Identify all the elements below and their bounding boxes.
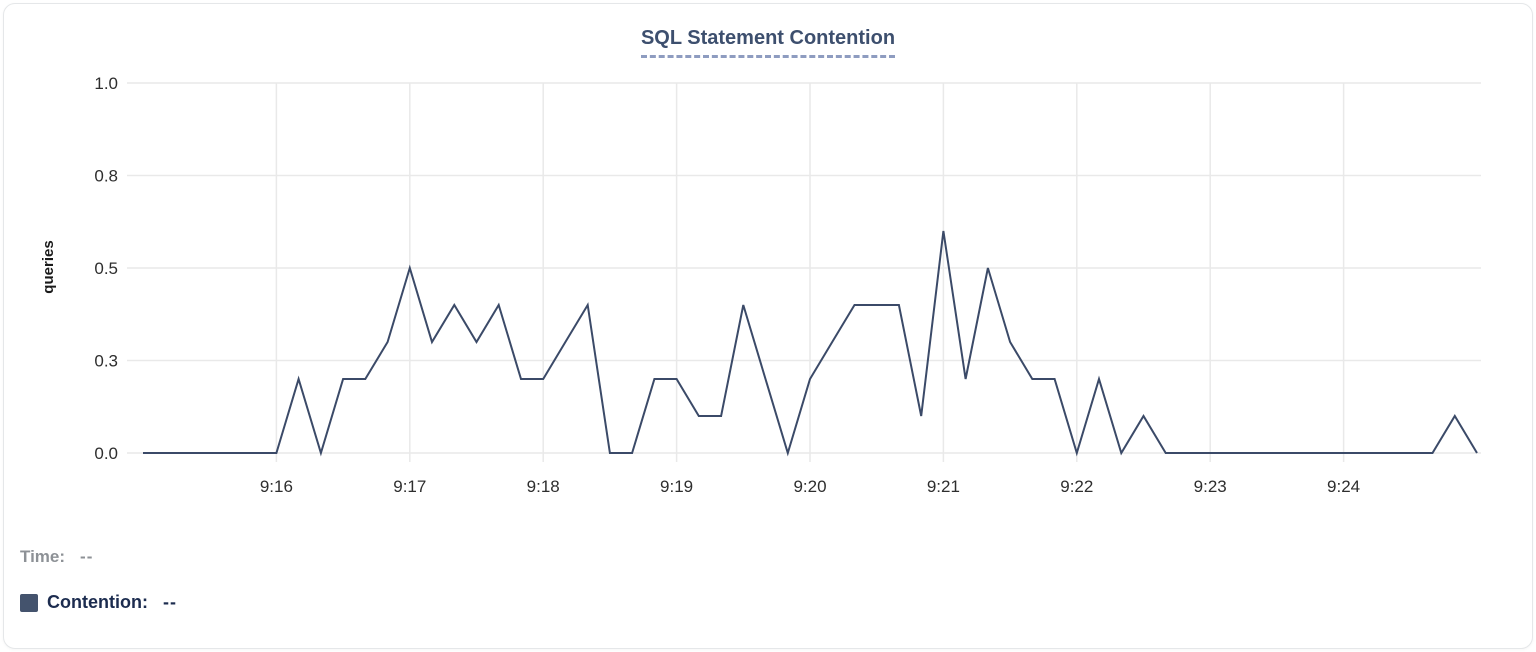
x-tick-label: 9:22 xyxy=(1060,477,1093,496)
x-tick-label: 9:18 xyxy=(527,477,560,496)
chart-card xyxy=(3,3,1533,649)
x-tick-label: 9:19 xyxy=(660,477,693,496)
x-tick-label: 9:20 xyxy=(793,477,826,496)
legend-time-value: -- xyxy=(80,547,94,566)
x-tick-label: 9:21 xyxy=(927,477,960,496)
y-tick-label: 0.5 xyxy=(94,259,118,278)
y-axis-label-wrap: queries xyxy=(40,236,57,298)
y-tick-label: 1.0 xyxy=(94,74,118,93)
chart-header: SQL Statement Contention xyxy=(0,27,1536,58)
contention-line-chart[interactable]: 0.0 0.3 0.5 0.8 1.0 9:16 9:17 9:18 9:19 9:20 9:21 9… xyxy=(0,0,1536,520)
y-tick-label: 0.0 xyxy=(94,444,118,463)
y-tick-label: 0.3 xyxy=(94,352,118,371)
legend-time-label: Time: xyxy=(20,547,66,566)
x-tick-label: 9:24 xyxy=(1327,477,1360,496)
legend-time-row: Time: -- xyxy=(20,547,93,567)
y-axis-label: queries xyxy=(40,240,57,294)
chart-title[interactable]: SQL Statement Contention xyxy=(640,27,896,58)
legend-contention-row[interactable]: Contention: -- xyxy=(20,592,177,613)
x-tick-label: 9:16 xyxy=(260,477,293,496)
x-tick-label: 9:23 xyxy=(1194,477,1227,496)
series-line-contention xyxy=(143,230,1478,457)
contention-swatch-icon xyxy=(20,593,38,612)
legend-contention-label: Contention: xyxy=(47,592,148,612)
x-tick-label: 9:17 xyxy=(393,477,426,496)
y-tick-label: 0.8 xyxy=(94,167,118,186)
legend-contention-value: -- xyxy=(162,592,177,612)
